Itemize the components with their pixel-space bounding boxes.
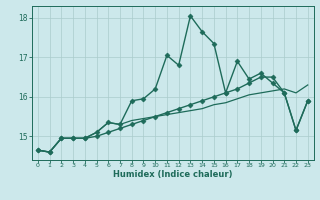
X-axis label: Humidex (Indice chaleur): Humidex (Indice chaleur)	[113, 170, 233, 179]
